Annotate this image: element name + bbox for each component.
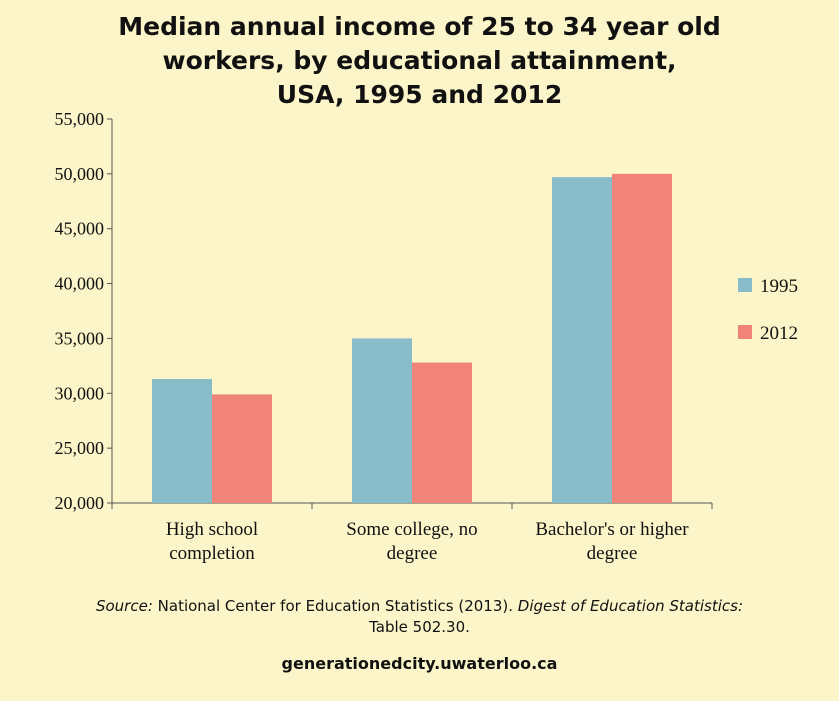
bar-2012 bbox=[412, 362, 472, 503]
chart-title: Median annual income of 25 to 34 year ol… bbox=[0, 10, 839, 112]
legend-label-2012: 2012 bbox=[760, 323, 798, 344]
legend-label-1995: 1995 bbox=[760, 276, 798, 297]
x-tick-label: High school bbox=[166, 519, 258, 540]
bar-chart: 20,000 25,000 30,000 35,000 40,000 45,000 50,0… bbox=[55, 109, 799, 564]
source-note: Source: National Center for Education St… bbox=[0, 596, 839, 638]
source-text: National Center for Education Statistics… bbox=[157, 597, 514, 615]
y-tick-label: 40,000 bbox=[55, 274, 105, 294]
legend-swatch-1995 bbox=[738, 278, 752, 292]
y-tick-label: 35,000 bbox=[55, 328, 105, 348]
chart-title-line-2: workers, by educational attainment, bbox=[162, 46, 677, 75]
y-tick-label: 20,000 bbox=[55, 493, 105, 513]
bar-1995 bbox=[152, 379, 212, 503]
bar-2012 bbox=[212, 394, 272, 503]
source-label: Source: bbox=[95, 597, 153, 615]
y-tick-label: 30,000 bbox=[55, 383, 105, 403]
chart-title-line-3: USA, 1995 and 2012 bbox=[276, 80, 563, 109]
x-tick-label: degree bbox=[587, 543, 638, 564]
x-tick-label: Bachelor's or higher bbox=[535, 519, 689, 540]
y-tick-label: 45,000 bbox=[55, 219, 105, 239]
x-tick-label: completion bbox=[169, 543, 255, 564]
x-tick-label: Some college, no bbox=[346, 519, 477, 540]
source-publication: Digest of Education Statistics: bbox=[517, 597, 744, 615]
chart-title-line-1: Median annual income of 25 to 34 year ol… bbox=[118, 12, 721, 41]
source-table: Table 502.30. bbox=[369, 618, 470, 636]
bar-1995 bbox=[352, 338, 412, 503]
bar-2012 bbox=[612, 173, 672, 503]
legend-swatch-2012 bbox=[738, 325, 752, 339]
y-tick-label: 50,000 bbox=[55, 164, 105, 184]
y-tick-label: 55,000 bbox=[55, 109, 105, 129]
bar-1995 bbox=[552, 177, 612, 504]
x-tick-label: degree bbox=[387, 543, 438, 564]
footer-url: generationedcity.uwaterloo.ca bbox=[281, 654, 558, 673]
y-tick-label: 25,000 bbox=[55, 438, 105, 458]
